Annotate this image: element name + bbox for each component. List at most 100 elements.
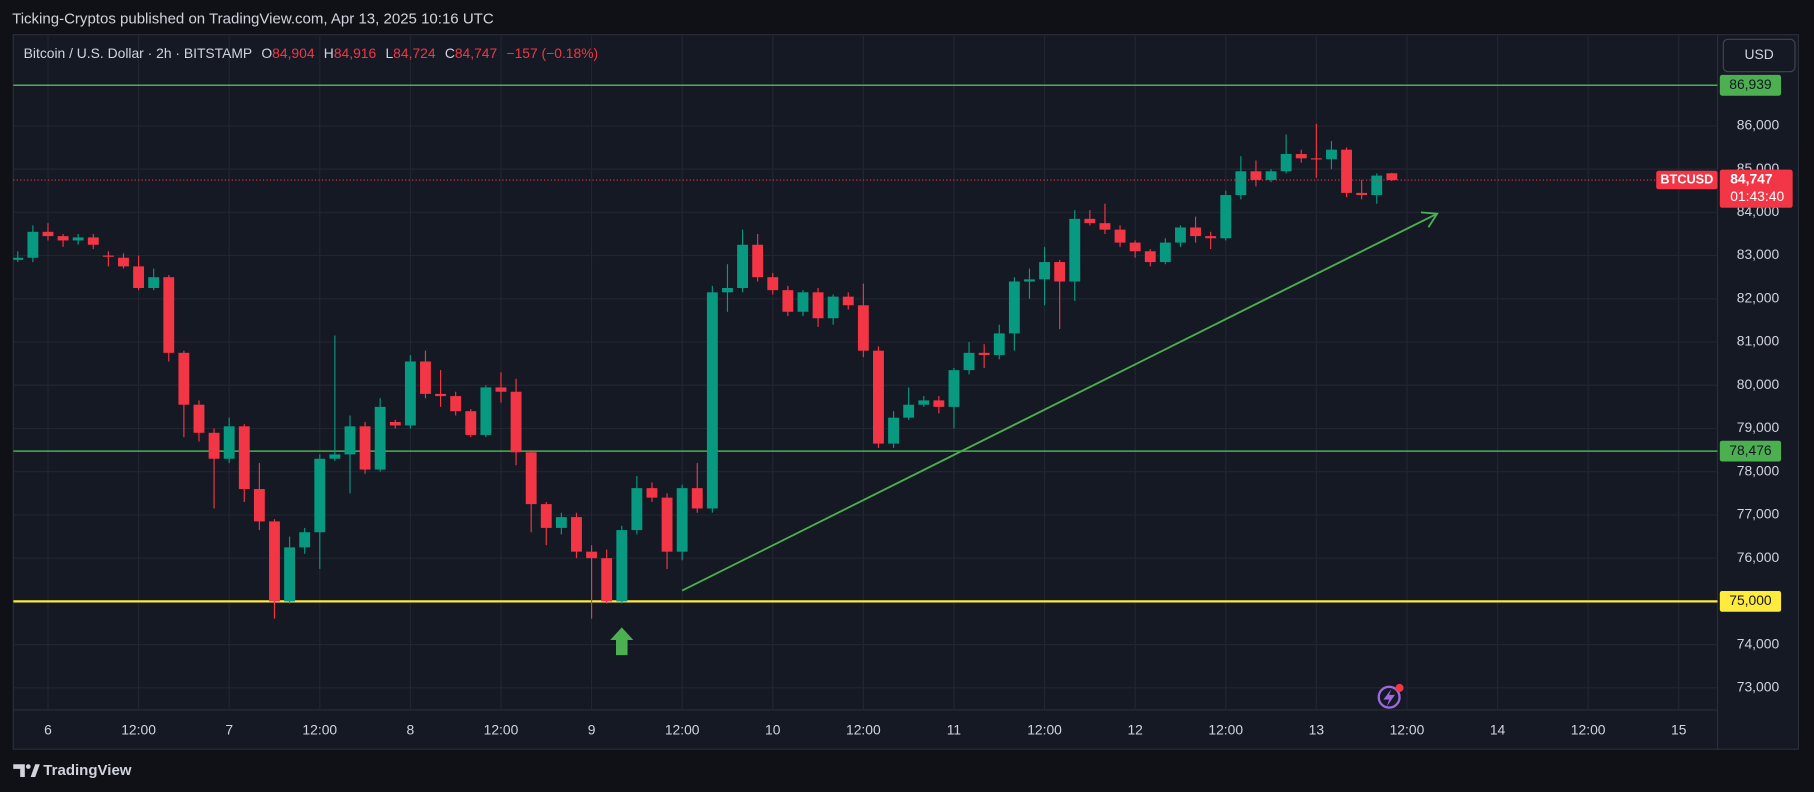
candle-body	[1235, 171, 1247, 196]
chart-panel	[12, 34, 1800, 750]
price-label: 84,747	[1730, 171, 1773, 187]
legend-value: 84,904	[272, 45, 315, 61]
x-tick-label: 7	[225, 721, 233, 737]
candle-body	[616, 530, 628, 602]
candle-body	[933, 400, 945, 407]
brand-name: TradingView	[43, 762, 131, 779]
candle-body	[284, 547, 296, 602]
candle-body	[223, 426, 235, 459]
candle-body	[948, 370, 960, 407]
x-tick-label: 12:00	[665, 721, 700, 737]
candle-body	[1280, 153, 1292, 172]
candle-body	[118, 257, 129, 267]
candle-body	[888, 417, 899, 444]
chart-title: Bitcoin / U.S. Dollar · 2h · BITSTAMP	[24, 45, 252, 61]
candle-body	[238, 426, 250, 489]
candle-body	[661, 497, 673, 552]
legend-value: 84,724	[393, 45, 436, 61]
candle-body	[555, 517, 567, 528]
candle-body	[435, 393, 447, 397]
candle-body	[193, 404, 205, 433]
symbol-box	[1656, 170, 1718, 190]
candle-body	[389, 421, 401, 426]
candle-body	[57, 236, 69, 241]
candle-body	[450, 396, 462, 412]
currency-button[interactable]	[1722, 38, 1796, 73]
candle-body	[133, 266, 145, 288]
candle-body	[13, 257, 24, 260]
candle-body	[827, 296, 839, 319]
candle-body	[1114, 229, 1126, 243]
level-label-box	[1719, 590, 1782, 612]
x-tick-label: 9	[588, 721, 596, 737]
legend-key: O	[261, 45, 272, 61]
candle-body	[208, 432, 220, 459]
x-tick-label: 12:00	[1390, 721, 1425, 737]
candle-body	[1220, 195, 1232, 239]
candle-body	[963, 352, 975, 371]
candle-body	[1084, 218, 1096, 224]
candle-body	[1008, 281, 1020, 334]
candle-body	[1265, 171, 1277, 180]
candle-body	[978, 352, 990, 355]
legend-change: −157 (−0.18%)	[506, 45, 598, 61]
y-tick-label: 78,000	[1737, 462, 1780, 478]
y-tick-label: 81,000	[1737, 333, 1780, 349]
candle-body	[782, 290, 794, 312]
candle-body	[510, 391, 522, 453]
candle-body	[903, 404, 915, 418]
legend-value: 84,916	[334, 45, 377, 61]
y-tick-label: 80,000	[1737, 376, 1780, 392]
currency-label[interactable]: USD	[1744, 46, 1773, 62]
plot	[13, 84, 1718, 656]
x-tick-label: 15	[1671, 721, 1687, 737]
candle-body	[299, 532, 311, 548]
symbol-label: BTCUSD	[1660, 171, 1713, 186]
legend-key: C	[445, 45, 455, 61]
candle-body	[722, 287, 733, 293]
candle-body	[1250, 171, 1262, 180]
x-tick-label: 14	[1490, 721, 1506, 737]
level-label-box	[1719, 74, 1782, 96]
legend-key: H	[324, 45, 334, 61]
x-tick-label: 8	[407, 721, 415, 737]
candle-body	[87, 237, 99, 245]
price-box	[1719, 169, 1793, 208]
candle-body	[480, 387, 492, 435]
candle-body	[163, 277, 175, 353]
candle-body	[1205, 236, 1217, 239]
candle-body	[993, 333, 1005, 355]
level-label: 75,000	[1729, 592, 1772, 608]
countdown-label: 01:43:40	[1730, 188, 1784, 204]
level-label: 78,476	[1729, 442, 1772, 458]
candle-body	[344, 426, 356, 455]
y-tick-label: 77,000	[1737, 506, 1780, 522]
candle-body	[691, 488, 703, 509]
candle-body	[571, 517, 582, 552]
candle-body	[525, 452, 537, 505]
axes: 73,000 74,000 75,000 76,000 77,000 78,000 79,0…	[44, 74, 1793, 737]
trendline	[681, 212, 1438, 592]
candle-body	[1310, 158, 1322, 160]
candle-body	[706, 292, 718, 509]
y-tick-label: 83,000	[1737, 246, 1780, 262]
candle-body	[178, 352, 190, 405]
candle-body	[752, 244, 764, 278]
candle-body	[1024, 279, 1035, 282]
candle-body	[420, 361, 431, 394]
candle-body	[27, 231, 39, 258]
y-tick-label: 82,000	[1737, 289, 1780, 305]
x-tick-label: 12:00	[302, 721, 337, 737]
x-tick-label: 6	[44, 721, 52, 737]
candle-body	[465, 411, 477, 435]
candle-body	[1190, 227, 1201, 237]
candle-body	[329, 454, 341, 459]
x-tick-label: 12	[1127, 721, 1143, 737]
candle-body	[1144, 251, 1156, 263]
y-tick-label: 86,000	[1737, 117, 1780, 133]
candle-body	[1099, 223, 1111, 230]
legend-key: L	[385, 45, 393, 61]
candle-body	[1371, 175, 1383, 196]
candle-body	[253, 488, 265, 522]
